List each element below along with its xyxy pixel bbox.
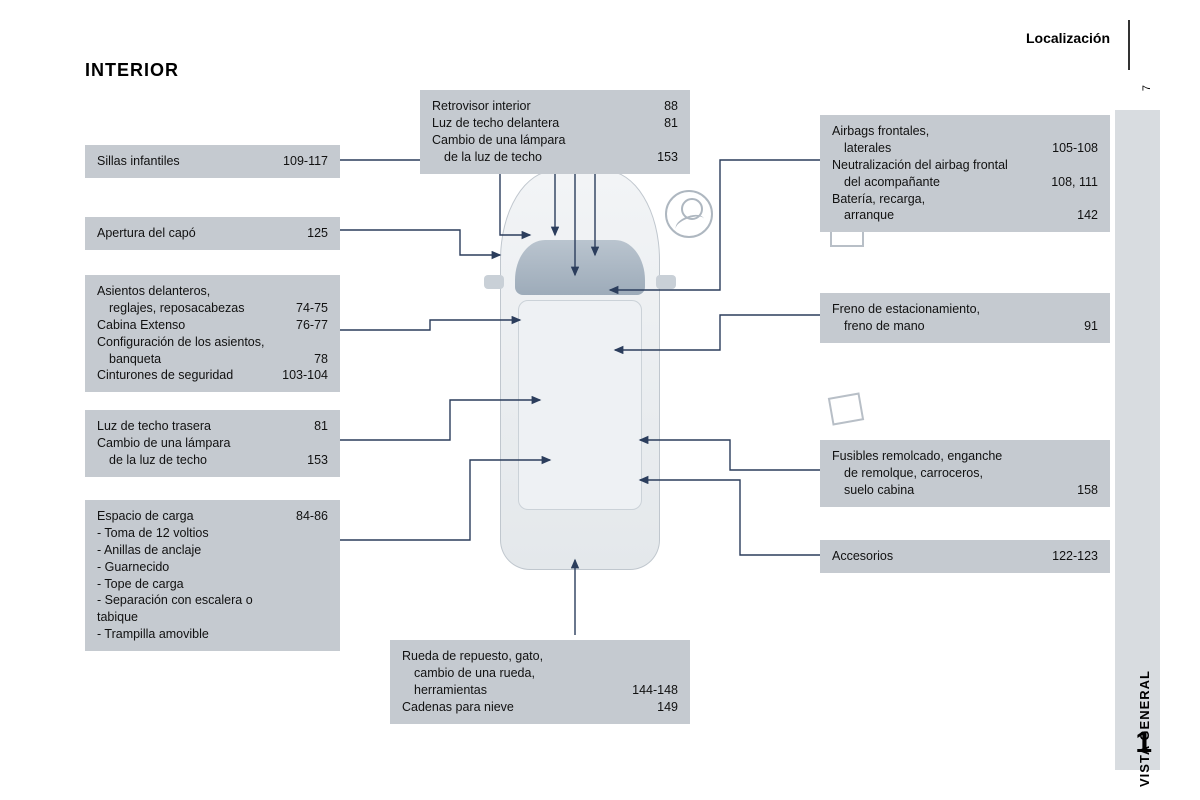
callout-label: Fusibles remolcado, enganche xyxy=(832,448,1098,465)
callout-label: Sillas infantiles xyxy=(97,153,283,170)
page-ref: 142 xyxy=(1077,207,1098,224)
header-divider xyxy=(1128,20,1130,70)
page-ref: 81 xyxy=(314,418,328,435)
callout-label: Apertura del capó xyxy=(97,225,307,242)
page-ref: 74-75 xyxy=(296,300,328,317)
callout-label: de la luz de techo xyxy=(97,452,307,469)
callout-label: arranque xyxy=(832,207,1077,224)
callout-label: Cadenas para nieve xyxy=(402,699,657,716)
callout-b3: Asientos delanteros,reglajes, reposacabe… xyxy=(85,275,340,392)
callout-label: Cabina Extenso xyxy=(97,317,296,334)
page-ref: 81 xyxy=(664,115,678,132)
callout-b7: Rueda de repuesto, gato,cambio de una ru… xyxy=(390,640,690,724)
callout-label: - Guarnecido xyxy=(97,559,328,576)
page-ref: 125 xyxy=(307,225,328,242)
callout-b6: Retrovisor interior88Luz de techo delant… xyxy=(420,90,690,174)
car-diagram xyxy=(480,170,680,570)
callout-label: - Separación con escalera o xyxy=(97,592,328,609)
page-ref: 109-117 xyxy=(283,153,328,170)
callout-label: Cambio de una lámpara xyxy=(432,132,678,149)
callout-label: de remolque, carroceros, xyxy=(832,465,1098,482)
callout-b4: Luz de techo trasera81Cambio de una lámp… xyxy=(85,410,340,477)
callout-label: Retrovisor interior xyxy=(432,98,664,115)
callout-label: suelo cabina xyxy=(832,482,1077,499)
callout-label: Configuración de los asientos, xyxy=(97,334,328,351)
callout-b9: Freno de estacionamiento,freno de mano91 xyxy=(820,293,1110,343)
callout-label: Airbags frontales, xyxy=(832,123,1098,140)
page-ref: 103-104 xyxy=(282,367,328,384)
callout-label: - Trampilla amovible xyxy=(97,626,328,643)
callout-label: Freno de estacionamiento, xyxy=(832,301,1098,318)
callout-label: Cinturones de seguridad xyxy=(97,367,282,384)
section-label: Localización xyxy=(1026,30,1110,46)
callout-label: reglajes, reposacabezas xyxy=(97,300,296,317)
callout-label: - Toma de 12 voltios xyxy=(97,525,328,542)
page-number: 7 xyxy=(1141,85,1153,91)
callout-label: Batería, recarga, xyxy=(832,191,1098,208)
callout-label: - Tope de carga xyxy=(97,576,328,593)
callout-label: Asientos delanteros, xyxy=(97,283,328,300)
page-ref: 153 xyxy=(307,452,328,469)
callout-label: Espacio de carga xyxy=(97,508,296,525)
callout-label: Accesorios xyxy=(832,548,1052,565)
callout-label: de la luz de techo xyxy=(432,149,657,166)
callout-label: Cambio de una lámpara xyxy=(97,435,328,452)
page-ref: 91 xyxy=(1084,318,1098,335)
page-title: INTERIOR xyxy=(85,60,179,81)
seatbelt-icon xyxy=(665,190,713,238)
callout-label: herramientas xyxy=(402,682,632,699)
page-ref: 144-148 xyxy=(632,682,678,699)
callout-label: banqueta xyxy=(97,351,314,368)
callout-label: Luz de techo delantera xyxy=(432,115,664,132)
callout-b11: Accesorios122-123 xyxy=(820,540,1110,573)
page-ref: 158 xyxy=(1077,482,1098,499)
callout-label: cambio de una rueda, xyxy=(402,665,678,682)
page-ref: 88 xyxy=(664,98,678,115)
fusebox-icon xyxy=(828,392,864,425)
callout-b10: Fusibles remolcado, enganchede remolque,… xyxy=(820,440,1110,507)
callout-label: freno de mano xyxy=(832,318,1084,335)
callout-label: - Anillas de anclaje xyxy=(97,542,328,559)
callout-label: Luz de techo trasera xyxy=(97,418,314,435)
page-ref: 76-77 xyxy=(296,317,328,334)
callout-b5: Espacio de carga84-86- Toma de 12 voltio… xyxy=(85,500,340,651)
callout-b1: Sillas infantiles109-117 xyxy=(85,145,340,178)
page-ref: 122-123 xyxy=(1052,548,1098,565)
callout-label: del acompañante xyxy=(832,174,1051,191)
callout-label: tabique xyxy=(97,609,328,626)
page-ref: 153 xyxy=(657,149,678,166)
callout-b2: Apertura del capó125 xyxy=(85,217,340,250)
page-ref: 108, 111 xyxy=(1051,174,1098,191)
callout-label: Neutralización del airbag frontal xyxy=(832,157,1098,174)
callout-label: laterales xyxy=(832,140,1052,157)
callout-b8: Airbags frontales,laterales105-108Neutra… xyxy=(820,115,1110,232)
page-ref: 78 xyxy=(314,351,328,368)
page-ref: 105-108 xyxy=(1052,140,1098,157)
callout-label: Rueda de repuesto, gato, xyxy=(402,648,678,665)
chapter-number: 1 xyxy=(1135,726,1152,760)
page-ref: 149 xyxy=(657,699,678,716)
page-ref: 84-86 xyxy=(296,508,328,525)
